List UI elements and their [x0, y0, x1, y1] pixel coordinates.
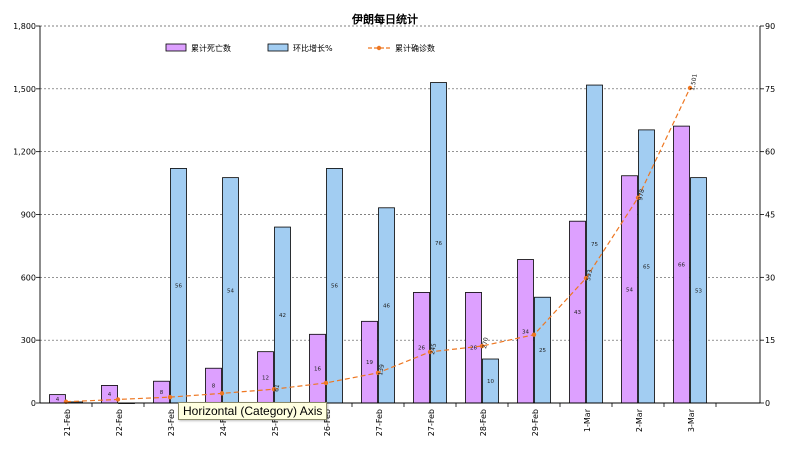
- x-tick-label: 3-Mar: [687, 408, 696, 432]
- x-tick-label: 25-Feb: [271, 409, 280, 436]
- bar-growth-label: 76: [435, 241, 442, 247]
- x-tick-label: 23-Feb: [167, 409, 176, 436]
- legend-label-growth: 环比增长%: [293, 43, 333, 53]
- point-confirmed: [531, 332, 537, 337]
- bar-deaths-label: 8: [212, 384, 216, 390]
- legend-swatch-growth: [267, 43, 289, 52]
- axis-tooltip: Horizontal (Category) Axis: [178, 402, 328, 420]
- point-confirmed: [479, 343, 485, 349]
- point-confirmed-label: 1,501: [689, 73, 699, 91]
- axes: 0 300 600 900 1,200 1,500 1,800 0 15 30 45 60 75 90 21…: [13, 22, 775, 436]
- bar-growth-label: 25: [539, 348, 546, 354]
- point-confirmed-label: 593: [585, 269, 594, 282]
- x-tick-label: 27-Feb: [375, 409, 384, 436]
- y-right-tick-label: 75: [765, 85, 775, 94]
- y-right-tick-label: 45: [765, 211, 775, 220]
- bar-growth-label: 65: [643, 264, 650, 270]
- bar-deaths-label: 8: [160, 390, 164, 396]
- point-confirmed: [271, 386, 277, 392]
- x-tick-label: 22-Feb: [115, 409, 124, 436]
- x-tick-label: 24-Feb: [219, 409, 228, 436]
- bar-growth-label: 46: [383, 303, 390, 309]
- bar-deaths-label: 26: [418, 346, 425, 352]
- x-tick-label: 28-Feb: [479, 409, 488, 436]
- bar-growth-label: 54: [227, 288, 234, 294]
- bar-growth-label: 42: [279, 313, 286, 319]
- legend: 累计死亡数 环比增长% 累计确诊数: [165, 43, 435, 53]
- point-confirmed: [219, 391, 225, 396]
- legend-marker-confirmed: [376, 45, 382, 51]
- bar-growth-label: 75: [591, 242, 598, 248]
- x-tick-label: 2-Mar: [635, 408, 644, 432]
- y-left-tick-label: 600: [21, 273, 36, 282]
- y-right-tick-label: 30: [765, 273, 775, 282]
- point-confirmed: [167, 394, 173, 400]
- confirmed-line: [63, 85, 693, 404]
- chart-title: 伊朗每日统计: [351, 12, 418, 26]
- point-confirmed-label: 978: [637, 188, 646, 201]
- point-confirmed: [583, 275, 589, 281]
- bar-deaths-label: 54: [626, 287, 633, 293]
- bar-growth-label: 53: [695, 288, 702, 294]
- bar-deaths-label: 12: [262, 375, 269, 381]
- y-right-tick-label: 90: [765, 22, 775, 31]
- data-labels: 4 4 8 56 8 54 12 42 16 56 19 46 26 76 26 10 34 25 43 75 54 65…: [56, 73, 703, 403]
- point-confirmed: [635, 195, 641, 200]
- point-confirmed: [323, 380, 329, 386]
- bars: [49, 82, 707, 404]
- bar-deaths-label: 66: [678, 263, 685, 269]
- y-right-tick-label: 60: [765, 148, 775, 157]
- y-left-tick-label: 300: [21, 336, 36, 345]
- bar-deaths-label: 43: [574, 310, 581, 316]
- point-confirmed-label: 270: [481, 337, 490, 350]
- point-confirmed-label: 139: [377, 364, 386, 377]
- point-confirmed: [427, 349, 433, 355]
- y-left-tick-label: 1,500: [13, 85, 36, 94]
- y-left-tick-label: 0: [31, 399, 36, 408]
- x-tick-label: 29-Feb: [531, 409, 540, 436]
- legend-label-confirmed: 累计确诊数: [395, 43, 435, 53]
- x-tick-label: 21-Feb: [63, 409, 72, 436]
- bar-growth-label: 56: [331, 284, 338, 290]
- x-tick-label: 27-Feb: [427, 409, 436, 436]
- bar-deaths-label: 26: [470, 346, 477, 352]
- bar-deaths-label: 19: [366, 360, 373, 366]
- point-confirmed: [115, 397, 121, 402]
- point-confirmed-label: 245: [429, 343, 438, 356]
- bar-deaths-label: 4: [56, 397, 60, 403]
- x-tick-label: 1-Mar: [583, 408, 592, 432]
- bar-deaths-label: 16: [314, 367, 321, 373]
- bar-deaths-label: 34: [522, 329, 529, 335]
- legend-label-deaths: 累计死亡数: [191, 43, 231, 53]
- bar-growth-label: 56: [175, 284, 182, 290]
- y-left-tick-label: 900: [21, 211, 36, 220]
- y-left-tick-label: 1,200: [13, 148, 36, 157]
- y-right-tick-label: 15: [765, 336, 775, 345]
- bar-growth-label: 10: [487, 379, 494, 385]
- bar-deaths-label: 4: [108, 392, 112, 398]
- y-left-tick-label: 1,800: [13, 22, 36, 31]
- point-confirmed-label: 61: [273, 384, 281, 393]
- y-right-tick-label: 0: [765, 399, 770, 408]
- legend-swatch-deaths: [165, 43, 187, 52]
- point-confirmed: [375, 370, 381, 376]
- x-tick-label: 26-Feb: [323, 409, 332, 436]
- point-confirmed: [687, 85, 693, 91]
